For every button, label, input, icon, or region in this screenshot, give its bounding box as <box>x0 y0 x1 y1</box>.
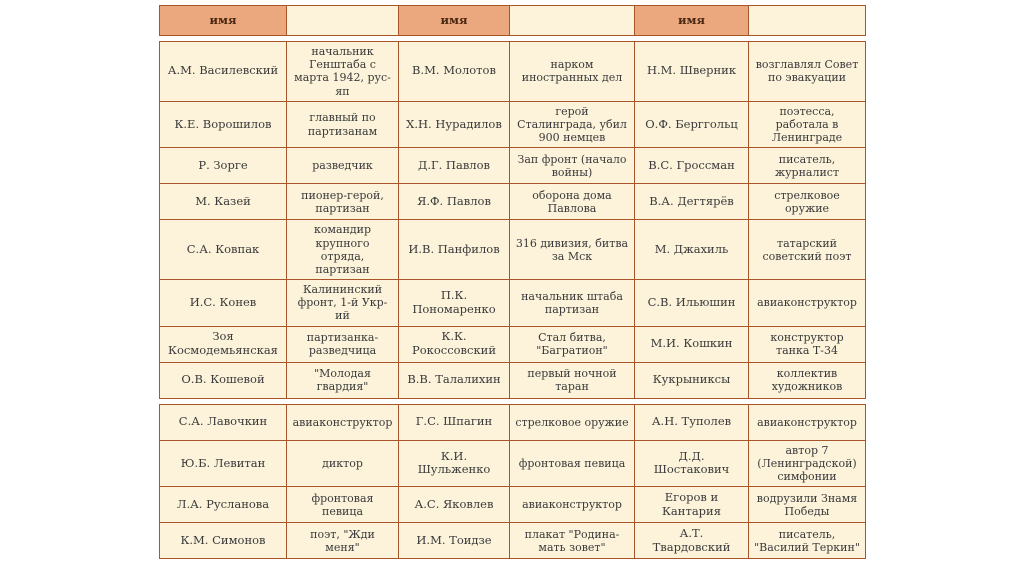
person-name-cell: Я.Ф. Павлов <box>398 183 510 221</box>
person-name-cell: К.И. Шульженко <box>398 439 510 488</box>
person-role-cell: писатель, журналист <box>748 147 866 185</box>
person-role-cell: пионер-герой, партизан <box>286 183 399 221</box>
table-row: Л.А. Русланова фронтовая певица А.С. Яковл… <box>159 486 866 524</box>
column-header-empty <box>286 5 399 36</box>
person-name-cell: Л.А. Русланова <box>159 486 287 524</box>
person-role-cell: поэт, "Жди меня" <box>286 522 399 560</box>
person-role-cell: возглавлял Совет по эвакуации <box>748 41 866 102</box>
person-name-cell: П.К. Пономаренко <box>398 279 510 327</box>
person-name-cell: Кукрыниксы <box>634 361 749 399</box>
body-table-bottom: С.А. Лавочкин авиаконструктор Г.С. Шпагин с… <box>159 403 866 560</box>
person-role-cell: главный по партизанам <box>286 100 399 149</box>
person-role-cell: начальник Генштаба с марта 1942, рус-яп <box>286 41 399 102</box>
person-role-cell: конструктор танка Т-34 <box>748 325 866 363</box>
person-name-cell: Егоров и Кантария <box>634 486 749 524</box>
person-name-cell: О.В. Кошевой <box>159 361 287 399</box>
person-name-cell: А.Н. Туполев <box>634 403 749 441</box>
person-name-cell: А.С. Яковлев <box>398 486 510 524</box>
person-role-cell: водрузили Знамя Победы <box>748 486 866 524</box>
person-name-cell: И.М. Тоидзе <box>398 522 510 560</box>
column-header-empty <box>509 5 635 36</box>
header-table: имя имя имя <box>159 5 866 36</box>
column-header-name: имя <box>398 5 510 36</box>
person-name-cell: Д.Г. Павлов <box>398 147 510 185</box>
person-role-cell: стрелковое оружие <box>748 183 866 221</box>
person-name-cell: С.А. Лавочкин <box>159 403 287 441</box>
person-role-cell: татарский советский поэт <box>748 219 866 281</box>
person-name-cell: К.М. Симонов <box>159 522 287 560</box>
table-row: С.А. Ковпак командир крупного отряда, пар… <box>159 219 866 281</box>
person-name-cell: В.М. Молотов <box>398 41 510 102</box>
column-header-name: имя <box>634 5 749 36</box>
person-role-cell: Калининский фронт, 1-й Укр-ий <box>286 279 399 327</box>
person-name-cell: К.К. Рокоссовский <box>398 325 510 363</box>
person-role-cell: партизанка-разведчица <box>286 325 399 363</box>
person-name-cell: Х.Н. Нурадилов <box>398 100 510 149</box>
person-name-cell: Г.С. Шпагин <box>398 403 510 441</box>
person-name-cell: М. Джахиль <box>634 219 749 281</box>
person-role-cell: разведчик <box>286 147 399 185</box>
person-role-cell: фронтовая певица <box>509 439 635 488</box>
person-role-cell: первый ночной таран <box>509 361 635 399</box>
table-row: Ю.Б. Левитан диктор К.И. Шульженко фронтова… <box>159 439 866 488</box>
person-role-cell: стрелковое оружие <box>509 403 635 441</box>
person-role-cell: начальник штаба партизан <box>509 279 635 327</box>
person-name-cell: И.С. Конев <box>159 279 287 327</box>
person-role-cell: коллектив художников <box>748 361 866 399</box>
table-row: М. Казей пионер-герой, партизан Я.Ф. Павло… <box>159 183 866 221</box>
table-row: А.М. Василевский начальник Генштаба с мар… <box>159 41 866 102</box>
person-name-cell: А.Т. Твардовский <box>634 522 749 560</box>
person-role-cell: поэтесса, работала в Ленинграде <box>748 100 866 149</box>
person-role-cell: авиаконструктор <box>748 279 866 327</box>
person-role-cell: фронтовая певица <box>286 486 399 524</box>
person-name-cell: М.И. Кошкин <box>634 325 749 363</box>
person-name-cell: И.В. Панфилов <box>398 219 510 281</box>
person-role-cell: авиаконструктор <box>748 403 866 441</box>
person-role-cell: "Молодая гвардия" <box>286 361 399 399</box>
column-header-name: имя <box>159 5 287 36</box>
person-name-cell: Н.М. Шверник <box>634 41 749 102</box>
person-role-cell: герой Сталинграда, убил 900 немцев <box>509 100 635 149</box>
person-name-cell: В.С. Гроссман <box>634 147 749 185</box>
header-row: имя имя имя <box>159 5 866 36</box>
person-role-cell: писатель, "Василий Теркин" <box>748 522 866 560</box>
person-role-cell: авиаконструктор <box>286 403 399 441</box>
person-name-cell: Р. Зорге <box>159 147 287 185</box>
person-role-cell: Стал битва, "Багратион" <box>509 325 635 363</box>
table-row: К.М. Симонов поэт, "Жди меня" И.М. Тоидзе п… <box>159 522 866 560</box>
table-row: Зоя Космодемьянская партизанка-разведчица… <box>159 325 866 363</box>
slide: имя имя имя А.М. Василевский начальник Генш… <box>0 5 1024 560</box>
person-role-cell: 316 дивизия, битва за Мск <box>509 219 635 281</box>
person-name-cell: Д.Д. Шостакович <box>634 439 749 488</box>
column-header-empty <box>748 5 866 36</box>
person-name-cell: В.В. Талалихин <box>398 361 510 399</box>
person-role-cell: автор 7 (Ленинградской) симфонии <box>748 439 866 488</box>
person-name-cell: С.В. Ильюшин <box>634 279 749 327</box>
person-role-cell: диктор <box>286 439 399 488</box>
table-row: И.С. Конев Калининский фронт, 1-й Укр-ий П… <box>159 279 866 327</box>
person-name-cell: Ю.Б. Левитан <box>159 439 287 488</box>
table-row: К.Е. Ворошилов главный по партизанам Х.Н. … <box>159 100 866 149</box>
person-role-cell: Зап фронт (начало войны) <box>509 147 635 185</box>
body-table-top: А.М. Василевский начальник Генштаба с мар… <box>159 41 866 399</box>
person-name-cell: М. Казей <box>159 183 287 221</box>
person-name-cell: К.Е. Ворошилов <box>159 100 287 149</box>
person-role-cell: авиаконструктор <box>509 486 635 524</box>
person-role-cell: командир крупного отряда, партизан <box>286 219 399 281</box>
person-name-cell: В.А. Дегтярёв <box>634 183 749 221</box>
person-name-cell: С.А. Ковпак <box>159 219 287 281</box>
person-role-cell: оборона дома Павлова <box>509 183 635 221</box>
table-row: О.В. Кошевой "Молодая гвардия" В.В. Талали… <box>159 361 866 399</box>
person-name-cell: О.Ф. Берггольц <box>634 100 749 149</box>
person-role-cell: плакат "Родина-мать зовет" <box>509 522 635 560</box>
person-name-cell: Зоя Космодемьянская <box>159 325 287 363</box>
person-role-cell: нарком иностранных дел <box>509 41 635 102</box>
wwii-figures-table: имя имя имя А.М. Василевский начальник Генш… <box>159 5 866 560</box>
table-row: Р. Зорге разведчик Д.Г. Павлов Зап фронт (н… <box>159 147 866 185</box>
person-name-cell: А.М. Василевский <box>159 41 287 102</box>
table-row: С.А. Лавочкин авиаконструктор Г.С. Шпагин с… <box>159 403 866 441</box>
